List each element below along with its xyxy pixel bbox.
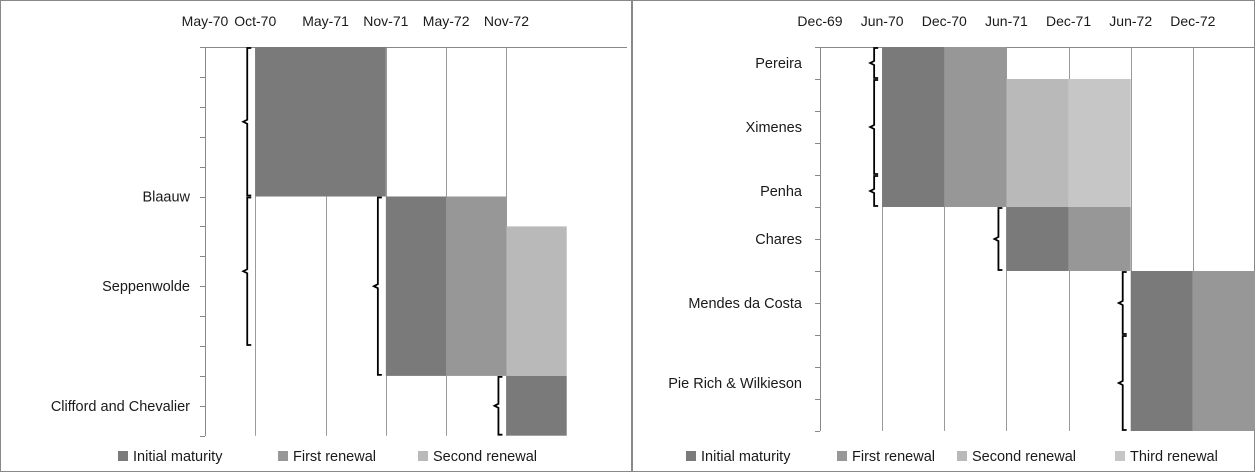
chart-2-group-label-ximenes: Ximenes <box>746 120 802 136</box>
chart-2-group-label-chares: Chares <box>755 232 802 248</box>
chart-1-legend-first-swatch <box>278 451 288 461</box>
chart-1-legend-initial-swatch <box>118 451 128 461</box>
chart-2-x-tick-label: Dec-72 <box>1170 13 1215 29</box>
chart-1-group-label-clifford-and-chevalier: Clifford and Chevalier <box>51 399 190 415</box>
chart-1-x-tick-label: May-70 <box>182 13 229 29</box>
chart-2-bar-ximenes-2 <box>944 79 1007 175</box>
chart-1-group-label-blaauw: Blaauw <box>142 190 190 206</box>
chart-2-x-tick-label: Dec-71 <box>1046 13 1091 29</box>
chart-2-bar-pereira-1 <box>882 47 945 79</box>
chart-1-x-tick-label: May-71 <box>302 13 349 29</box>
chart-1-x-tick-label: Oct-70 <box>234 13 276 29</box>
chart-1-brace-seppenwolde <box>371 196 382 376</box>
chart-1-group-label-seppenwolde: Seppenwolde <box>102 279 190 295</box>
chart-2-bar-chares-1 <box>1006 207 1069 271</box>
chart-2-bar-mendes-da-costa-2 <box>1192 271 1255 335</box>
chart-1-legend-second-swatch <box>418 451 428 461</box>
chart-2-legend-second-label: Second renewal <box>972 449 1076 465</box>
chart-2-x-tick-label: Jun-71 <box>985 13 1028 29</box>
chart-2-bar-ximenes-3 <box>1006 79 1069 175</box>
chart-1-brace-clifford-and-chevalier <box>492 376 503 436</box>
chart-1-bar-seppenwolde-1 <box>385 196 447 376</box>
chart-2-legend-second-swatch <box>957 451 967 461</box>
chart-2-bar-chares-2 <box>1068 207 1131 271</box>
chart-1-x-tick-label: Nov-71 <box>363 13 408 29</box>
chart-1-legend-initial-label: Initial maturity <box>133 449 223 465</box>
chart-2-brace-mendes-da-costa <box>1116 271 1127 335</box>
chart-2-x-tick-label: Jun-72 <box>1109 13 1152 29</box>
chart-1-bar-clifford-and-chevalier-1 <box>506 375 567 436</box>
chart-1-legend-second-label: Second renewal <box>433 449 537 465</box>
chart-1-legend-first-label: First renewal <box>293 449 376 465</box>
chart-1-brace-blaauw <box>241 47 252 197</box>
chart-2-group-label-pereira: Pereira <box>755 56 803 72</box>
chart-2-bar-pie-rich-wilkieson-1 <box>1130 335 1193 431</box>
chart-1-bar-seppenwolde-3 <box>506 226 567 376</box>
chart-2-bar-penha-2 <box>944 175 1007 207</box>
chart-2-legend-initial-swatch <box>686 451 696 461</box>
chart-2-bar-penha-3 <box>1006 175 1069 207</box>
chart-1-x-tick-label: May-72 <box>423 13 470 29</box>
chart-2-group-label-mendes-da-costa: Mendes da Costa <box>688 296 803 312</box>
chart-1-bar-blaauw-1 <box>255 47 386 197</box>
chart-2-brace-pie-rich-wilkieson <box>1116 335 1127 431</box>
chart-2-bar-penha-4 <box>1068 175 1131 207</box>
chart-2-group-label-pie-rich-wilkieson: Pie Rich & Wilkieson <box>668 376 802 392</box>
chart-1-brace-blaauw <box>241 196 252 346</box>
chart-2-x-tick-label: Dec-69 <box>797 13 842 29</box>
chart-1-bar-seppenwolde-2 <box>446 196 507 376</box>
chart-2-legend-third-swatch <box>1115 451 1125 461</box>
chart-2-brace-ximenes <box>868 79 879 175</box>
chart-1-x-tick-label: Nov-72 <box>484 13 529 29</box>
chart-2-legend-first-swatch <box>837 451 847 461</box>
chart-2-legend-first-label: First renewal <box>852 449 935 465</box>
chart-2-group-label-penha: Penha <box>760 184 803 200</box>
chart-2-legend-third-label: Third renewal <box>1130 449 1218 465</box>
chart-2-brace-chares <box>992 207 1003 271</box>
chart-2-brace-penha <box>868 175 879 207</box>
chart-2-x-tick-label: Jun-70 <box>861 13 904 29</box>
chart-2-bar-mendes-da-costa-1 <box>1130 271 1193 335</box>
chart-2-bar-pereira-2 <box>944 47 1007 79</box>
chart-2-brace-pereira <box>868 47 879 79</box>
chart-2-bar-penha-1 <box>882 175 945 207</box>
chart-2-bar-pie-rich-wilkieson-2 <box>1192 335 1255 431</box>
chart-2-bar-ximenes-4 <box>1068 79 1131 175</box>
chart-2-bar-ximenes-1 <box>882 79 945 175</box>
chart-2-legend-initial-label: Initial maturity <box>701 449 791 465</box>
chart-2-x-tick-label: Dec-70 <box>922 13 967 29</box>
